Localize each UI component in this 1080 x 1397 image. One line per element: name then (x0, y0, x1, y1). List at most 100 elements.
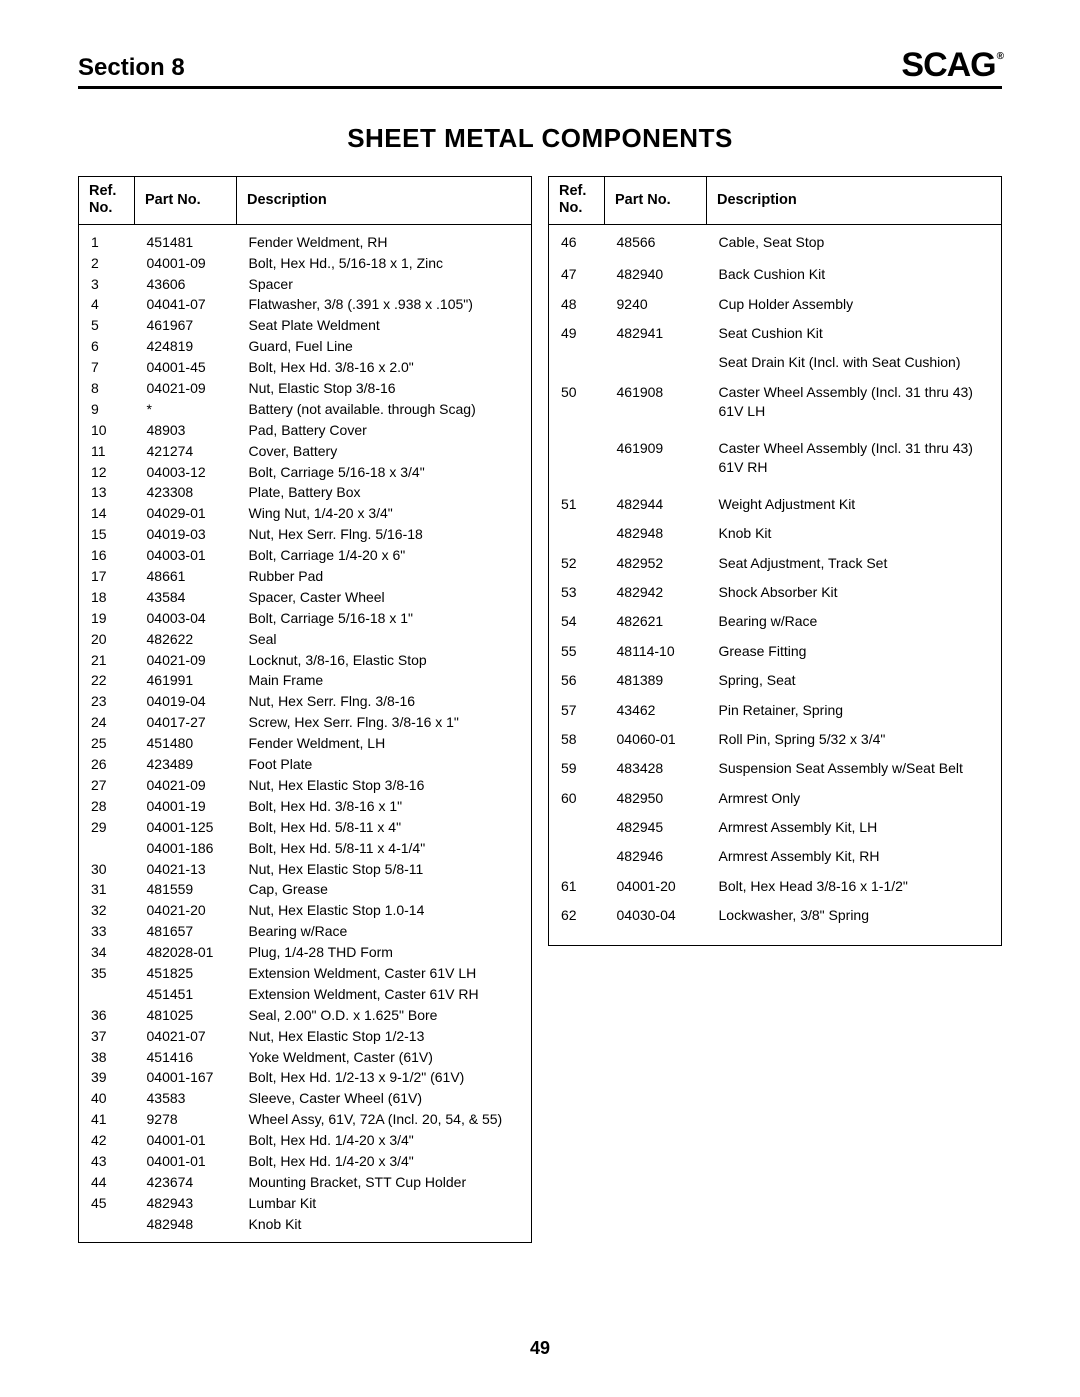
cell-part: 482622 (135, 629, 237, 650)
cell-part: 04001-125 (135, 817, 237, 838)
cell-part: 43583 (135, 1088, 237, 1109)
cell-ref: 52 (549, 553, 605, 582)
cell-ref: 35 (79, 963, 135, 984)
cell-desc: Cap, Grease (237, 879, 532, 900)
cell-desc: Bolt, Hex Hd. 5/8-11 x 4-1/4" (237, 838, 532, 859)
cell-desc: Foot Plate (237, 754, 532, 775)
cell-part: 451825 (135, 963, 237, 984)
cell-desc: Nut, Hex Serr. Flng. 5/16-18 (237, 524, 532, 545)
parts-table-right: Ref. No. Part No. Description 4648566Cab… (548, 176, 1002, 946)
cell-desc: Pin Retainer, Spring (707, 700, 1002, 729)
cell-desc: Knob Kit (237, 1214, 532, 1242)
col-header-desc: Description (707, 177, 1002, 225)
cell-desc: Armrest Assembly Kit, LH (707, 817, 1002, 846)
table-row: 1204003-12Bolt, Carriage 5/16-18 x 3/4" (79, 462, 532, 483)
cell-ref: 12 (79, 462, 135, 483)
cell-part: 421274 (135, 441, 237, 462)
cell-ref: 4 (79, 294, 135, 315)
cell-desc: Nut, Hex Elastic Stop 1/2-13 (237, 1026, 532, 1047)
cell-ref: 38 (79, 1047, 135, 1068)
cell-part: * (135, 399, 237, 420)
cell-ref: 14 (79, 503, 135, 524)
table-header-row: Ref. No. Part No. Description (549, 177, 1002, 225)
cell-part: 482952 (605, 553, 707, 582)
cell-ref: 33 (79, 921, 135, 942)
cell-part: 423489 (135, 754, 237, 775)
cell-desc: Nut, Hex Serr. Flng. 3/8-16 (237, 691, 532, 712)
cell-desc: Nut, Hex Elastic Stop 3/8-16 (237, 775, 532, 796)
cell-desc: Screw, Hex Serr. Flng. 3/8-16 x 1" (237, 712, 532, 733)
cell-desc: Wheel Assy, 61V, 72A (Incl. 20, 54, & 55… (237, 1109, 532, 1130)
cell-ref: 55 (549, 641, 605, 670)
cell-part: 423674 (135, 1172, 237, 1193)
cell-part: 482943 (135, 1193, 237, 1214)
cell-ref: 39 (79, 1067, 135, 1088)
cell-ref: 34 (79, 942, 135, 963)
cell-part: 482950 (605, 788, 707, 817)
table-row: 482948Knob Kit (79, 1214, 532, 1242)
cell-ref: 43 (79, 1151, 135, 1172)
cell-ref (549, 817, 605, 846)
cell-part: 43606 (135, 274, 237, 295)
cell-ref: 25 (79, 733, 135, 754)
cell-desc: Seat Adjustment, Track Set (707, 553, 1002, 582)
cell-part: 482942 (605, 582, 707, 611)
table-row: 54482621Bearing w/Race (549, 611, 1002, 640)
table-row: 53482942Shock Absorber Kit (549, 582, 1002, 611)
table-row: 482945Armrest Assembly Kit, LH (549, 817, 1002, 846)
cell-part: 04001-19 (135, 796, 237, 817)
cell-part: 482621 (605, 611, 707, 640)
table-row: 461909Caster Wheel Assembly (Incl. 31 th… (549, 438, 1002, 494)
cell-ref (549, 846, 605, 875)
cell-desc: Spacer, Caster Wheel (237, 587, 532, 608)
cell-ref: 56 (549, 670, 605, 699)
table-row: 11421274Cover, Battery (79, 441, 532, 462)
cell-desc: Armrest Only (707, 788, 1002, 817)
header-bar: Section 8 SCAG® (78, 48, 1002, 89)
cell-part: 04019-04 (135, 691, 237, 712)
cell-desc: Bolt, Hex Hd. 1/2-13 x 9-1/2" (61V) (237, 1067, 532, 1088)
table-row: 3904001-167Bolt, Hex Hd. 1/2-13 x 9-1/2"… (79, 1067, 532, 1088)
brand-logo-text: SCAG (901, 46, 995, 84)
cell-ref: 41 (79, 1109, 135, 1130)
cell-part: 04021-09 (135, 378, 237, 399)
cell-part: 451480 (135, 733, 237, 754)
brand-logo: SCAG® (901, 48, 1002, 82)
cell-ref: 60 (549, 788, 605, 817)
table-row: 3204021-20Nut, Hex Elastic Stop 1.0-14 (79, 900, 532, 921)
cell-desc: Battery (not available. through Scag) (237, 399, 532, 420)
cell-desc: Caster Wheel Assembly (Incl. 31 thru 43)… (707, 382, 1002, 438)
table-row: 56481389Spring, Seat (549, 670, 1002, 699)
cell-part: 481559 (135, 879, 237, 900)
table-row: 6104001-20Bolt, Hex Head 3/8-16 x 1-1/2" (549, 876, 1002, 905)
tables-container: Ref. No. Part No. Description 1451481Fen… (78, 176, 1002, 1243)
cell-ref: 22 (79, 670, 135, 691)
cell-ref: 24 (79, 712, 135, 733)
table-row: 2404017-27Screw, Hex Serr. Flng. 3/8-16 … (79, 712, 532, 733)
cell-ref: 13 (79, 482, 135, 503)
table-row: 47482940Back Cushion Kit (549, 264, 1002, 293)
cell-ref: 1 (79, 224, 135, 252)
table-row: 59483428Suspension Seat Assembly w/Seat … (549, 758, 1002, 787)
cell-part: 04001-09 (135, 253, 237, 274)
cell-desc: Bolt, Carriage 5/16-18 x 3/4" (237, 462, 532, 483)
table-row: 51482944Weight Adjustment Kit (549, 494, 1002, 523)
cell-desc: Main Frame (237, 670, 532, 691)
table-row: 50461908Caster Wheel Assembly (Incl. 31 … (549, 382, 1002, 438)
table-row: 489240Cup Holder Assembly (549, 294, 1002, 323)
cell-part: 461908 (605, 382, 707, 438)
cell-desc: Flatwasher, 3/8 (.391 x .938 x .105") (237, 294, 532, 315)
cell-part: 43584 (135, 587, 237, 608)
cell-part: 482028-01 (135, 942, 237, 963)
table-row: 1748661Rubber Pad (79, 566, 532, 587)
table-row: 22461991Main Frame (79, 670, 532, 691)
cell-part: 481657 (135, 921, 237, 942)
cell-part: 461991 (135, 670, 237, 691)
cell-part: 04019-03 (135, 524, 237, 545)
cell-desc: Locknut, 3/8-16, Elastic Stop (237, 650, 532, 671)
cell-ref: 9 (79, 399, 135, 420)
table-row: 60482950Armrest Only (549, 788, 1002, 817)
cell-part: 451416 (135, 1047, 237, 1068)
cell-desc: Fender Weldment, LH (237, 733, 532, 754)
col-header-part: Part No. (135, 177, 237, 225)
